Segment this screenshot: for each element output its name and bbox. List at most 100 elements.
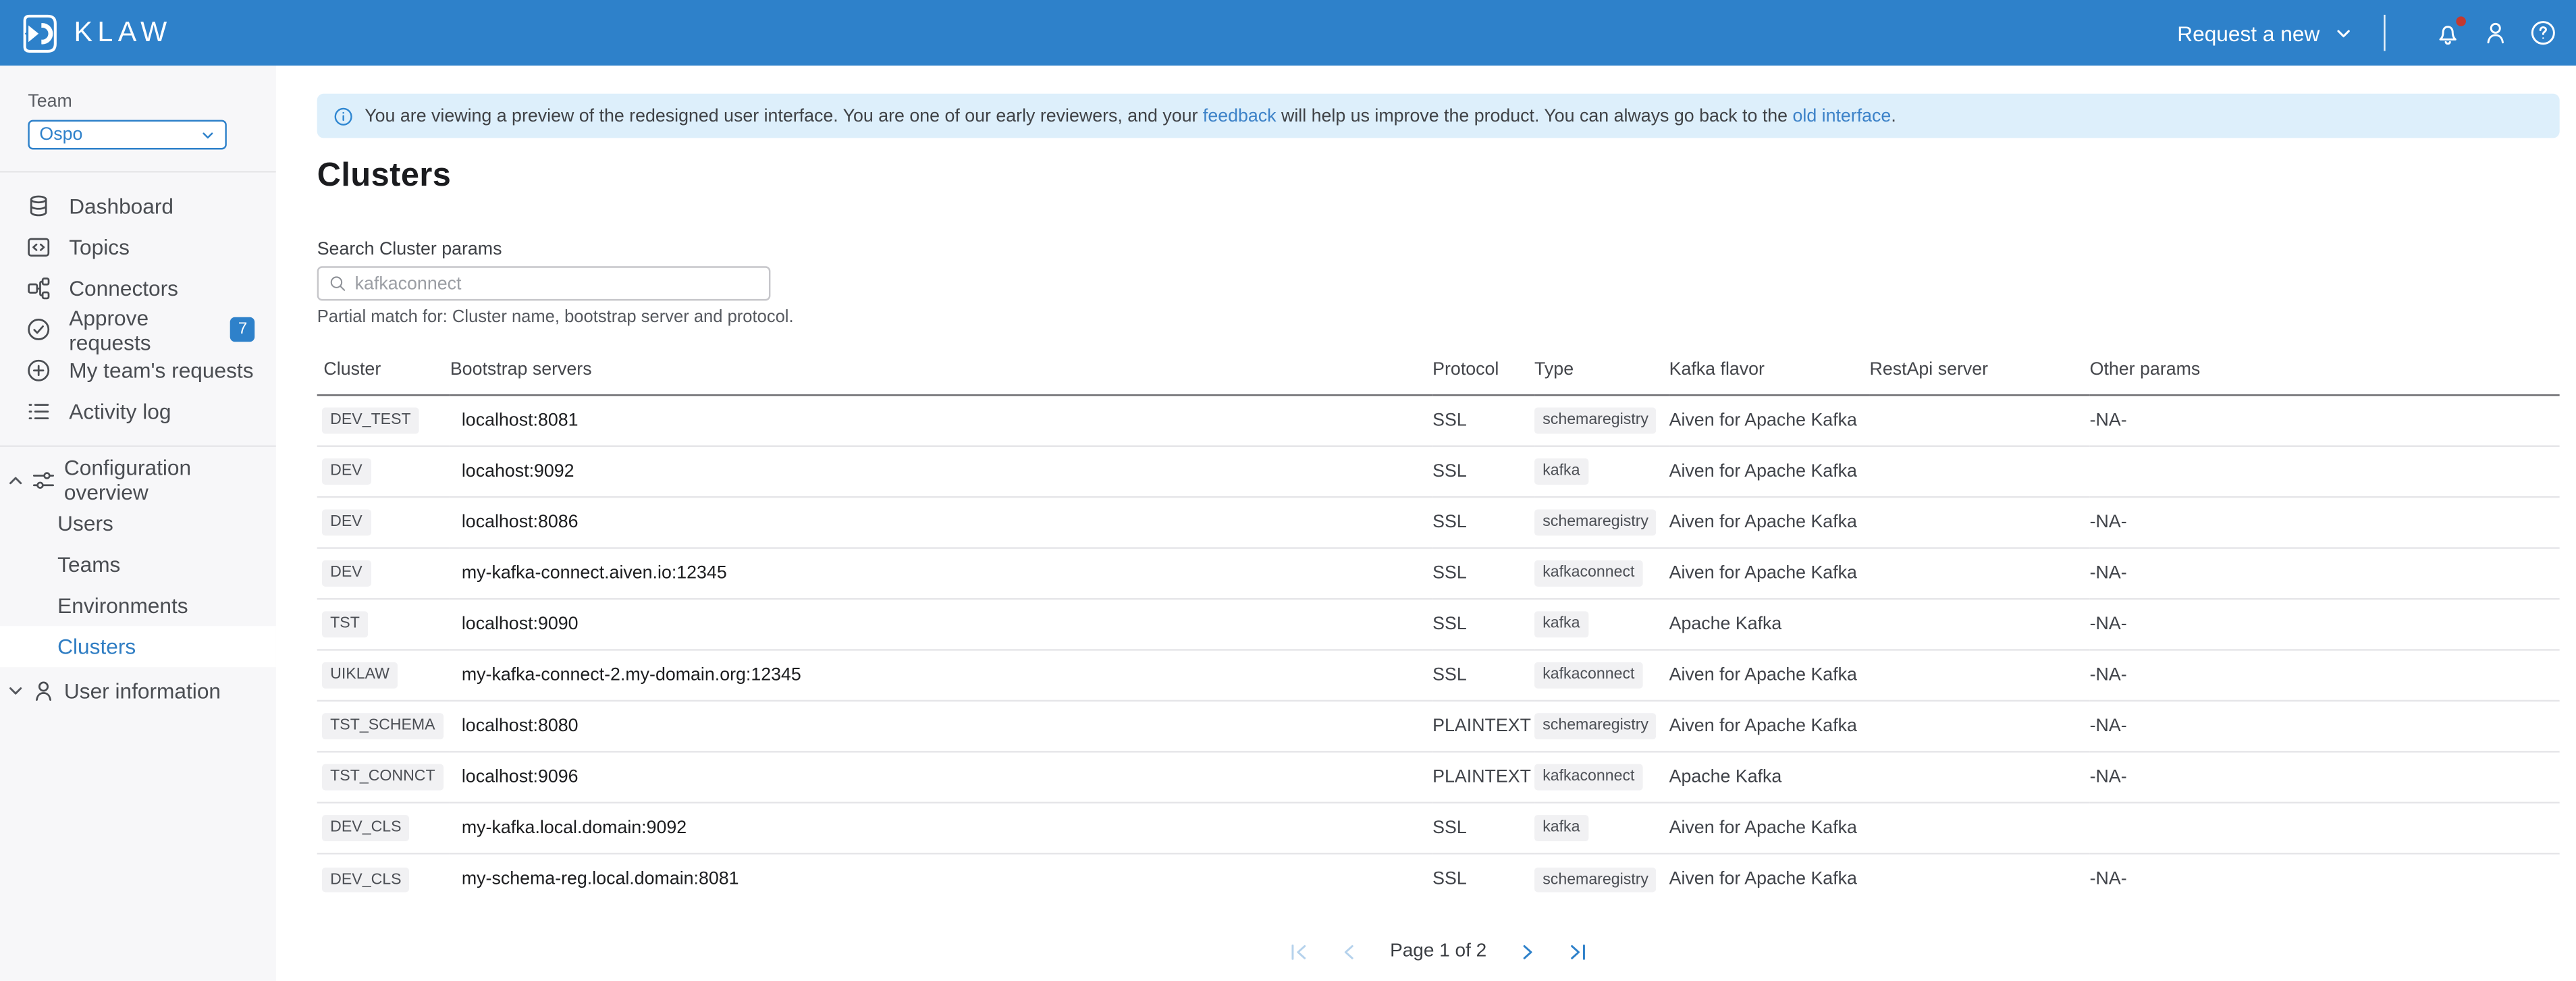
last-page-button[interactable] [1567,940,1588,962]
sidebar-item-approve-requests[interactable]: Approve requests 7 [0,304,276,354]
topbar: KLAW Request a new [0,0,2576,66]
cluster-name-cell: TST [317,599,450,649]
team-select-value: Ospo [39,124,83,145]
protocol-cell: PLAINTEXT [1432,767,1531,787]
notification-dot [2456,16,2466,26]
search-label: Search Cluster params [317,240,502,260]
sidebar-item-label: Environments [57,593,188,618]
bootstrap-servers-cell: localhost:9096 [461,767,579,787]
kafka-flavor-cell: Aiven for Apache Kafka [1669,870,1857,890]
type-cell: schemaregistry [1534,395,1669,446]
type-badge: schemaregistry [1534,510,1657,535]
sidebar-divider [0,171,276,173]
sidebar-item-my-teams-requests[interactable]: My team's requests [0,350,276,391]
type-cell: kafkaconnect [1534,650,1669,701]
bootstrap-servers-cell: localhost:8086 [461,512,579,533]
sidebar-section-label: User information [63,677,221,703]
sidebar-section-configuration-overview[interactable]: Configuration overview [0,455,276,504]
team-selector-block: Team Ospo [0,65,276,171]
other-params-cell: -NA- [2089,614,2127,635]
sidebar-item-label: Users [57,510,113,536]
sidebar-item-label: Clusters [57,634,136,659]
page-indicator: Page 1 of 2 [1390,941,1487,961]
restapi-server-cell [1870,548,2090,599]
type-cell: schemaregistry [1534,701,1669,751]
type-badge: kafkaconnect [1534,764,1643,790]
table-header-row: Cluster Bootstrap servers Protocol Type … [317,350,2560,396]
user-icon [2487,22,2504,44]
connectors-icon [28,277,50,300]
type-badge: schemaregistry [1534,713,1657,739]
sidebar-section-user-information[interactable]: User information [0,667,276,713]
bootstrap-servers-cell: localhost:9090 [461,614,579,635]
sidebar-item-label: Topics [69,235,130,260]
topbar-divider [2384,14,2386,51]
sidebar-item-teams[interactable]: Teams [0,544,276,585]
restapi-server-cell [1870,803,2090,853]
type-cell: kafkaconnect [1534,548,1669,599]
type-cell: kafka [1534,599,1669,649]
kafka-flavor-cell: Aiven for Apache Kafka [1669,512,1857,533]
other-params-cell [2090,803,2560,853]
sidebar-item-environments[interactable]: Environments [0,585,276,626]
table-row: DEV my-kafka-connect.aiven.io:12345 SSL … [317,548,2560,600]
old-interface-link[interactable]: old interface [1792,105,1891,126]
type-cell: schemaregistry [1534,497,1669,548]
request-a-new-button[interactable]: Request a new [2177,20,2353,45]
sidebar-item-activity-log[interactable]: Activity log [0,391,276,432]
cluster-name-badge: DEV [321,458,371,485]
cluster-name-badge: TST [321,611,369,637]
info-icon [334,107,352,125]
column-header-cluster: Cluster [323,359,381,380]
sidebar-divider [0,445,276,447]
sidebar: Team Ospo Dashboard Topic [0,65,276,981]
protocol-cell: SSL [1432,563,1467,583]
profile-button[interactable] [2482,20,2508,46]
next-page-button[interactable] [1516,940,1538,962]
main-content: You are viewing a preview of the redesig… [275,65,2576,981]
restapi-server-cell [1870,751,2090,802]
table-row: DEV_CLS my-kafka.local.domain:9092 SSL k… [317,803,2560,854]
clusters-table: Cluster Bootstrap servers Protocol Type … [317,350,2560,904]
feedback-link[interactable]: feedback [1202,105,1277,126]
cluster-name-cell: TST_CONNCT [317,751,450,802]
cluster-name-cell: DEV [317,446,450,497]
protocol-cell: SSL [1432,614,1467,635]
sidebar-item-clusters[interactable]: Clusters [0,626,276,668]
sidebar-item-topics[interactable]: Topics [0,227,276,268]
search-input[interactable] [354,273,759,294]
other-params-cell: -NA- [2089,767,2127,787]
cluster-name-badge: DEV [321,560,371,587]
bootstrap-servers-cell: localhost:8080 [461,716,579,737]
table-row: DEV localhost:8086 SSL schemaregistry Ai… [317,497,2560,548]
next-page-icon [1523,944,1532,959]
kafka-flavor-cell: Aiven for Apache Kafka [1669,563,1857,583]
cluster-name-badge: TST_CONNCT [321,764,444,790]
kafka-flavor-cell: Apache Kafka [1669,614,1782,635]
type-cell: kafkaconnect [1534,751,1669,802]
restapi-server-cell [1870,446,2090,497]
search-box [317,266,771,301]
sidebar-item-dashboard[interactable]: Dashboard [0,186,276,227]
bootstrap-servers-cell: my-kafka-connect.aiven.io:12345 [461,563,727,583]
sidebar-item-label: Dashboard [69,194,174,219]
kafka-flavor-cell: Aiven for Apache Kafka [1669,410,1857,431]
help-button[interactable] [2530,20,2556,46]
sidebar-item-label: My team's requests [69,358,254,383]
banner-text: . [1891,105,1896,126]
team-select[interactable]: Ospo [28,120,227,150]
bootstrap-servers-cell: my-schema-reg.local.domain:8081 [461,870,739,890]
table-row: TST_CONNCT localhost:9096 PLAINTEXT kafk… [317,751,2560,803]
restapi-server-cell [1870,853,2090,904]
sidebar-item-users[interactable]: Users [0,503,276,544]
plus-circle-icon [28,359,50,381]
cluster-name-cell: DEV_CLS [317,853,450,904]
home-logo-link[interactable]: KLAW [16,11,171,55]
sidebar-item-connectors[interactable]: Connectors [0,268,276,309]
cluster-name-cell: DEV_TEST [317,395,450,446]
notifications-button[interactable] [2435,16,2466,46]
first-page-button[interactable] [1288,940,1310,962]
previous-page-button[interactable] [1339,940,1361,962]
cluster-name-badge: DEV_TEST [321,408,419,433]
